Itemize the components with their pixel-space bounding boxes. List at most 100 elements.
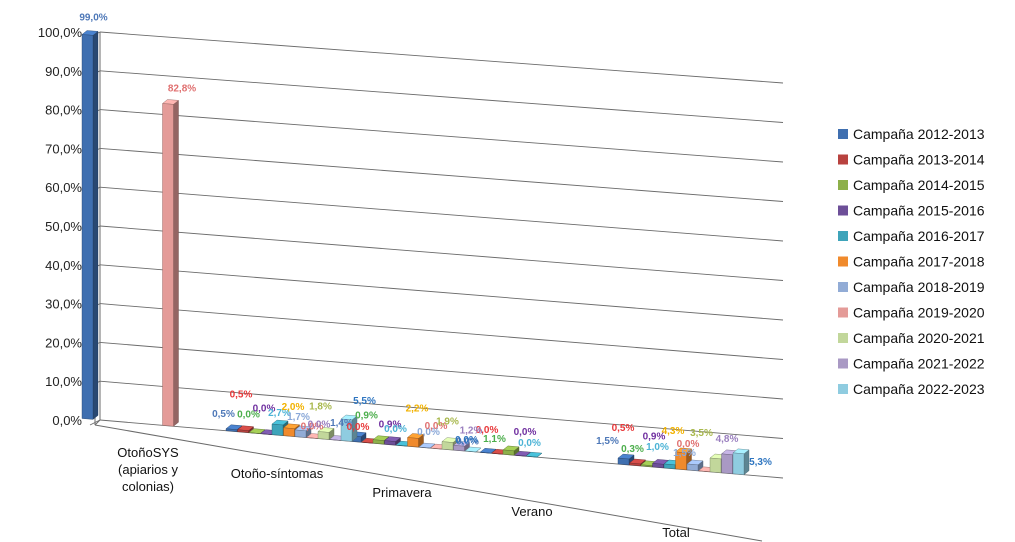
bar-front xyxy=(384,440,396,446)
bar-front xyxy=(340,418,353,442)
data-label: 1,7% xyxy=(287,412,310,423)
gridline xyxy=(99,264,784,321)
data-label: 1,5% xyxy=(596,436,619,447)
bar-front xyxy=(652,463,664,469)
y-tick-label: 90,0% xyxy=(45,64,82,79)
legend-label: Campaña 2022-2023 xyxy=(853,381,985,397)
data-label: 82,8% xyxy=(168,84,196,95)
legend-label: Campaña 2019-2020 xyxy=(853,305,985,321)
data-label: 0,0% xyxy=(455,435,478,446)
bar xyxy=(383,436,402,446)
bar xyxy=(513,450,532,457)
bar-front xyxy=(237,429,249,433)
gridline xyxy=(99,70,784,123)
gridline xyxy=(99,147,784,202)
legend-swatch xyxy=(838,231,848,241)
category-label: Total xyxy=(662,525,690,540)
gridline xyxy=(99,186,784,242)
legend-label: Campaña 2021-2022 xyxy=(853,356,985,372)
data-label: 1,9% xyxy=(436,417,459,428)
legend: Campaña 2012-2013 Campaña 2013-2014 Campañ… xyxy=(838,126,985,397)
y-tick-label: 20,0% xyxy=(45,335,82,350)
legend-swatch xyxy=(838,129,848,139)
bar-front xyxy=(698,470,710,472)
bar xyxy=(686,459,704,472)
category-label: Verano xyxy=(511,504,552,519)
bar xyxy=(294,425,312,438)
legend-swatch xyxy=(838,333,848,343)
bar xyxy=(236,425,255,434)
legend-item: Campaña 2016-2017 xyxy=(838,228,985,244)
bar-front xyxy=(441,441,454,451)
data-label: 0,0% xyxy=(677,439,700,450)
bar-front xyxy=(479,452,492,454)
bar-front xyxy=(317,431,330,440)
data-label: 0,0% xyxy=(456,436,479,447)
category-label: Primavera xyxy=(372,485,432,500)
legend-swatch xyxy=(838,205,848,216)
bar-front xyxy=(629,462,641,467)
y-tick-label: 100,0% xyxy=(38,25,83,40)
bar-front xyxy=(361,442,373,444)
legend-item: Campaña 2015-2016 xyxy=(838,203,985,219)
data-label: 0,0% xyxy=(308,419,331,430)
data-label: 0,5% xyxy=(212,409,235,420)
bar xyxy=(317,427,335,440)
grid-layer xyxy=(89,31,784,479)
bar xyxy=(479,448,497,454)
bar-front xyxy=(709,457,722,473)
bar-front xyxy=(260,433,272,435)
bar-side xyxy=(173,99,179,427)
y-tick-label: 70,0% xyxy=(45,141,82,156)
gridline xyxy=(99,225,784,281)
data-label: 0,0% xyxy=(514,427,537,438)
data-label: 0,5% xyxy=(230,390,253,401)
y-tick-label: 80,0% xyxy=(45,103,82,118)
gridline xyxy=(99,380,784,439)
legend-swatch xyxy=(838,384,848,394)
bar xyxy=(617,453,635,466)
legend-item: Campaña 2014-2015 xyxy=(838,177,985,193)
category-label: Otoño-síntomas xyxy=(231,466,324,481)
category-label: OtoñoSYS (apiarios y colonias) xyxy=(117,445,179,494)
legend-label: Campaña 2017-2018 xyxy=(853,254,985,270)
data-label: 0,0% xyxy=(301,422,324,433)
data-label: 99,0% xyxy=(79,13,107,24)
data-label: 4,3% xyxy=(662,426,685,437)
legend-label: Campaña 2012-2013 xyxy=(853,126,985,142)
bar-front xyxy=(453,445,465,452)
gridline xyxy=(99,109,784,163)
legend-swatch xyxy=(838,256,848,267)
bar-front xyxy=(732,452,745,475)
data-label: 0,9% xyxy=(643,431,666,442)
bar-front xyxy=(407,437,419,448)
data-label: 0,0% xyxy=(518,438,541,449)
y-tick-label: 50,0% xyxy=(45,219,82,234)
data-label: 5,3% xyxy=(749,457,772,468)
bar-front xyxy=(372,439,385,445)
bar xyxy=(248,428,266,434)
bar xyxy=(406,433,425,448)
bar xyxy=(525,451,543,458)
data-label-layer: 99,0%0,5%1,4%0,0% 1,5%0,5%0,0% 0,0% 0,5%0,0… xyxy=(79,13,772,468)
legend-label: Campaña 2015-2016 xyxy=(853,203,985,219)
legend-item: Campaña 2020-2021 xyxy=(838,330,985,346)
bar-side xyxy=(92,30,99,420)
legend-item: Campaña 2013-2014 xyxy=(838,152,985,168)
gridline xyxy=(99,31,784,84)
bar-front xyxy=(502,449,515,456)
bar xyxy=(464,446,482,453)
legend-item: Campaña 2017-2018 xyxy=(838,254,985,270)
bar-front xyxy=(491,453,503,455)
y-tick-label: 60,0% xyxy=(45,180,82,195)
data-label: 0,3% xyxy=(621,444,644,455)
y-tick-label: 0,0% xyxy=(52,413,82,428)
data-label: 0,0% xyxy=(476,425,499,436)
data-label: 0,9% xyxy=(355,411,378,422)
bar xyxy=(452,441,471,452)
data-label: 0,0% xyxy=(237,410,260,421)
legend-item: Campaña 2021-2022 xyxy=(838,356,985,372)
gridline xyxy=(99,303,784,360)
bar-front xyxy=(395,444,408,447)
